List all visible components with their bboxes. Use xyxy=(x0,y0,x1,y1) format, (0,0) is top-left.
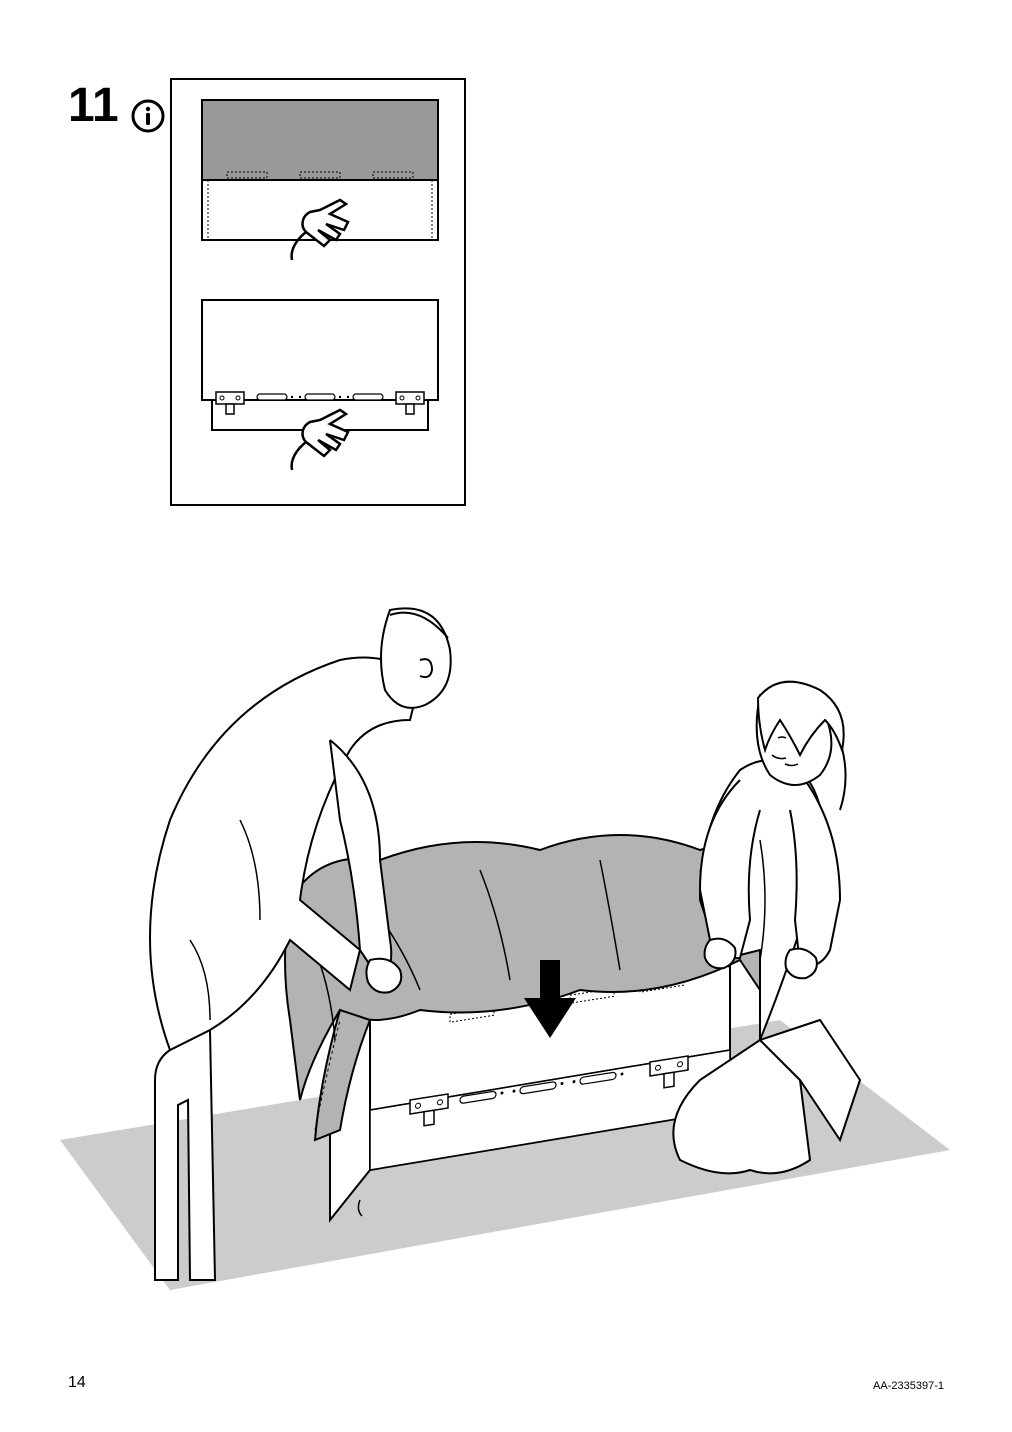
info-icon xyxy=(130,98,166,134)
step-number: 11 xyxy=(68,78,119,133)
main-illustration xyxy=(60,520,950,1290)
bottom-diagram xyxy=(202,300,438,470)
top-diagram xyxy=(202,100,438,260)
instruction-page: 11 xyxy=(0,0,1012,1432)
document-id: AA-2335397-1 xyxy=(873,1380,944,1392)
info-detail-panel xyxy=(170,78,466,506)
page-number: 14 xyxy=(68,1374,86,1392)
